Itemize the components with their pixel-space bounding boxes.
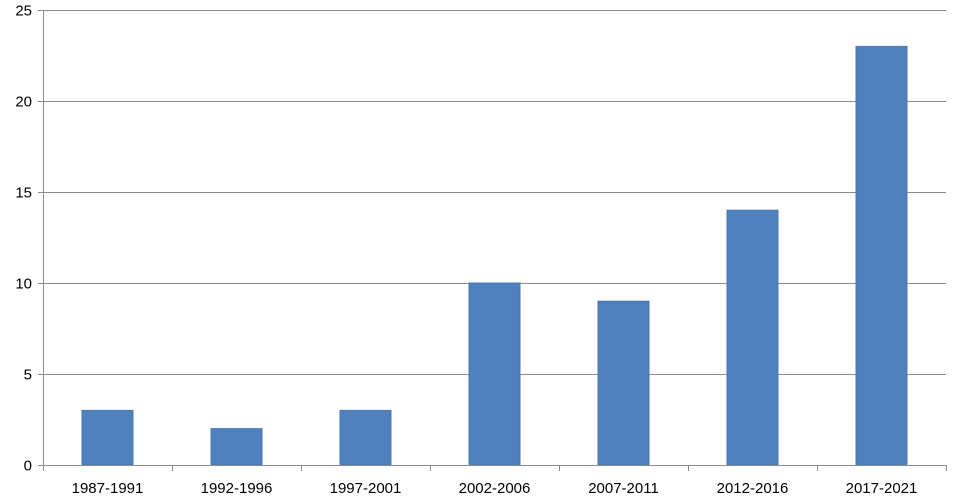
bar-1997-2001 <box>339 409 392 466</box>
y-tick-label: 20 <box>15 94 32 111</box>
bar-2012-2016 <box>726 209 779 466</box>
bar-2002-2006 <box>468 282 521 466</box>
gridlines <box>43 10 946 375</box>
y-tick-label: 25 <box>15 3 32 20</box>
bar-1992-1996 <box>210 428 263 466</box>
bar-2017-2021 <box>855 45 908 466</box>
y-tick-label: 15 <box>15 185 32 202</box>
x-tick-label: 1987-1991 <box>72 480 144 497</box>
x-tick-labels: 1987-1991 1992-1996 1997-2001 2002-2006 2007… <box>72 480 918 497</box>
x-tick-label: 1997-2001 <box>330 480 402 497</box>
bar-1987-1991 <box>81 409 134 466</box>
y-tick-label: 5 <box>24 367 32 384</box>
x-tick-label: 1992-1996 <box>201 480 273 497</box>
x-tick-label: 2012-2016 <box>717 480 789 497</box>
axes <box>38 10 947 471</box>
y-tick-labels: 0 5 10 15 20 25 <box>15 3 32 475</box>
y-tick-label: 0 <box>24 458 32 475</box>
bar-2007-2011 <box>597 300 650 466</box>
x-tick-label: 2002-2006 <box>459 480 531 497</box>
y-tick-label: 10 <box>15 276 32 293</box>
bars <box>81 45 908 466</box>
x-tick-label: 2017-2021 <box>846 480 918 497</box>
x-tick-label: 2007-2011 <box>588 480 659 497</box>
